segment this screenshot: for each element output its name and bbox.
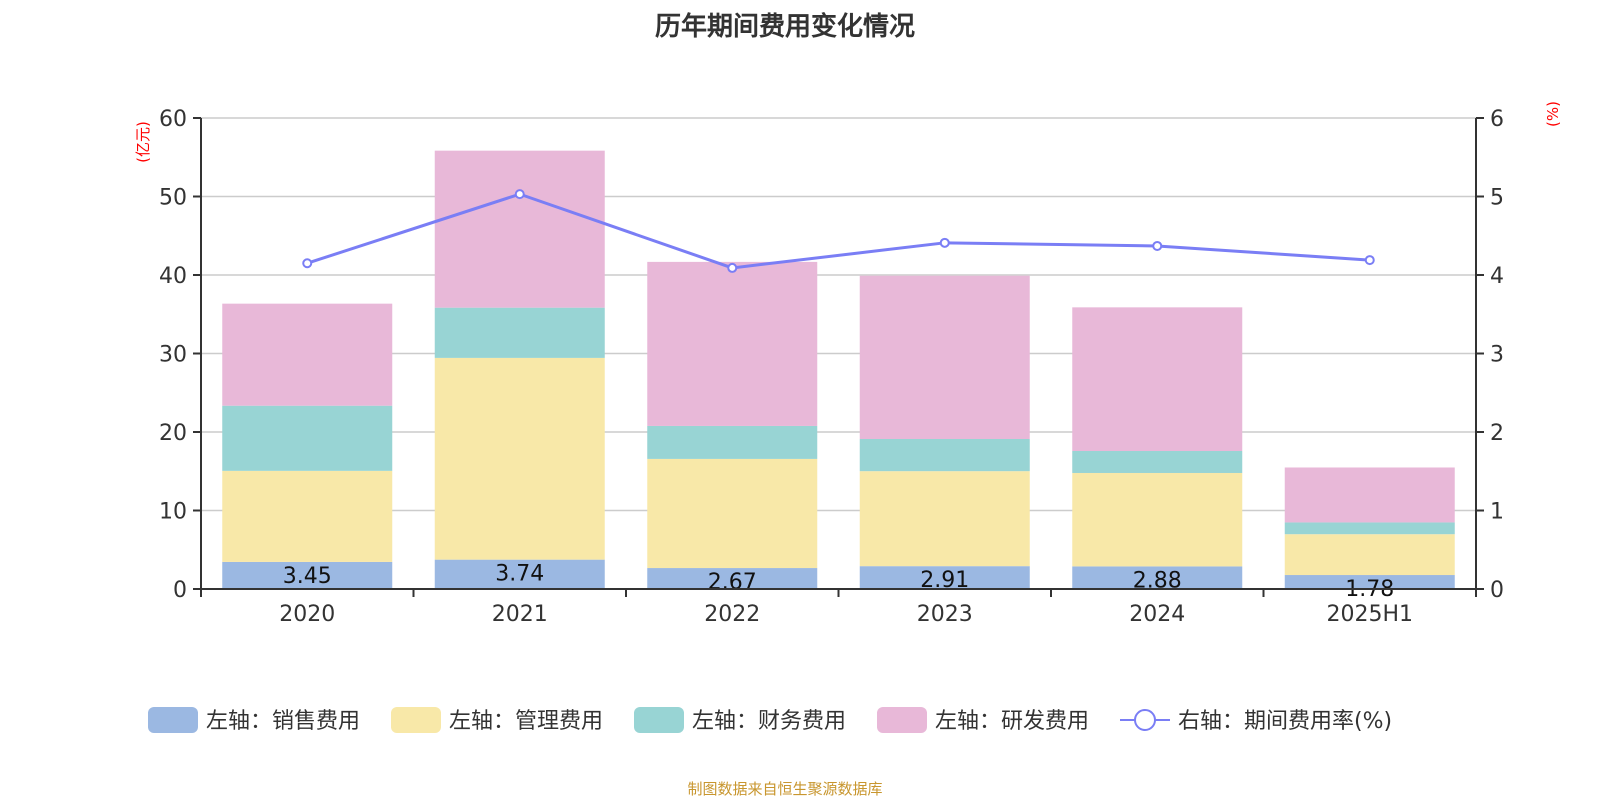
- bar-segment: [222, 470, 393, 562]
- bar-segment: [1072, 450, 1243, 473]
- x-tick-label: 2025H1: [1326, 602, 1413, 627]
- x-tick-label: 2020: [279, 602, 335, 627]
- x-tick-label: 2023: [917, 602, 973, 627]
- legend-swatch: [634, 707, 684, 733]
- y-left-tick-label: 0: [173, 578, 187, 603]
- bar-segment: [1284, 522, 1455, 535]
- legend-swatch: [148, 707, 198, 733]
- y-left-tick-label: 40: [159, 264, 187, 289]
- bar-segment: [222, 303, 393, 406]
- bar-segment: [1072, 566, 1243, 589]
- rate-point: [1364, 255, 1375, 266]
- legend-swatch: [391, 707, 441, 733]
- legend-label: 左轴：财务费用: [692, 709, 846, 734]
- bar-segment: [859, 275, 1030, 439]
- bar-data-label: 3.74: [495, 562, 544, 587]
- y-left-tick-label: 50: [159, 186, 187, 211]
- legend-swatch: [877, 707, 927, 733]
- legend-circle-icon: [1134, 709, 1156, 731]
- rate-point: [1152, 240, 1163, 251]
- bar-segment: [1284, 575, 1455, 589]
- y-left-tick-label: 60: [159, 107, 187, 132]
- y-left-tick-label: 20: [159, 421, 187, 446]
- rate-line: [306, 192, 1370, 270]
- y-left-axis-label: (亿元): [134, 121, 152, 163]
- bar-segment: [1072, 307, 1243, 451]
- legend-label: 左轴：销售费用: [206, 709, 360, 734]
- chart-title: 历年期间费用变化情况: [654, 12, 915, 42]
- rate-point: [302, 258, 313, 269]
- y-right-tick-label: 6: [1490, 107, 1504, 132]
- bar-segment: [859, 438, 1030, 472]
- bar-segment: [647, 458, 818, 569]
- bar-segment: [1284, 534, 1455, 576]
- legend-label: 左轴：研发费用: [935, 709, 1089, 734]
- bar-data-label: 3.45: [283, 564, 332, 589]
- bar-segment: [434, 357, 605, 560]
- y-left-tick-label: 10: [159, 500, 187, 525]
- y-right-tick-label: 3: [1490, 343, 1504, 368]
- y-right-tick-label: 5: [1490, 186, 1504, 211]
- rate-point: [514, 189, 525, 200]
- rate-point: [939, 237, 950, 248]
- bar-segment: [434, 150, 605, 308]
- x-tick-label: 2024: [1129, 602, 1185, 627]
- rate-point: [727, 262, 738, 273]
- legend-label: 右轴：期间费用率(%): [1178, 709, 1392, 734]
- y-right-axis-label: (%): [1544, 101, 1562, 127]
- bar-segment: [647, 261, 818, 426]
- bar-segment: [647, 425, 818, 459]
- bar-segment: [859, 471, 1030, 567]
- bar-segment: [859, 566, 1030, 589]
- x-tick-label: 2022: [704, 602, 760, 627]
- bar-data-label: 2.67: [708, 570, 757, 595]
- bar-segment: [1284, 467, 1455, 523]
- bar-segment: [222, 405, 393, 471]
- x-tick-label: 2021: [492, 602, 548, 627]
- source-note: 制图数据来自恒生聚源数据库: [687, 780, 883, 798]
- y-right-tick-label: 0: [1490, 578, 1504, 603]
- y-right-tick-label: 1: [1490, 500, 1504, 525]
- y-right-tick-label: 2: [1490, 421, 1504, 446]
- bar-segment: [1072, 472, 1243, 567]
- bar-segment: [222, 561, 393, 589]
- bar-segment: [434, 307, 605, 358]
- bar-segment: [434, 559, 605, 589]
- y-right-tick-label: 4: [1490, 264, 1504, 289]
- y-left-tick-label: 30: [159, 343, 187, 368]
- bar-segment: [647, 568, 818, 589]
- legend-label: 左轴：管理费用: [449, 709, 603, 734]
